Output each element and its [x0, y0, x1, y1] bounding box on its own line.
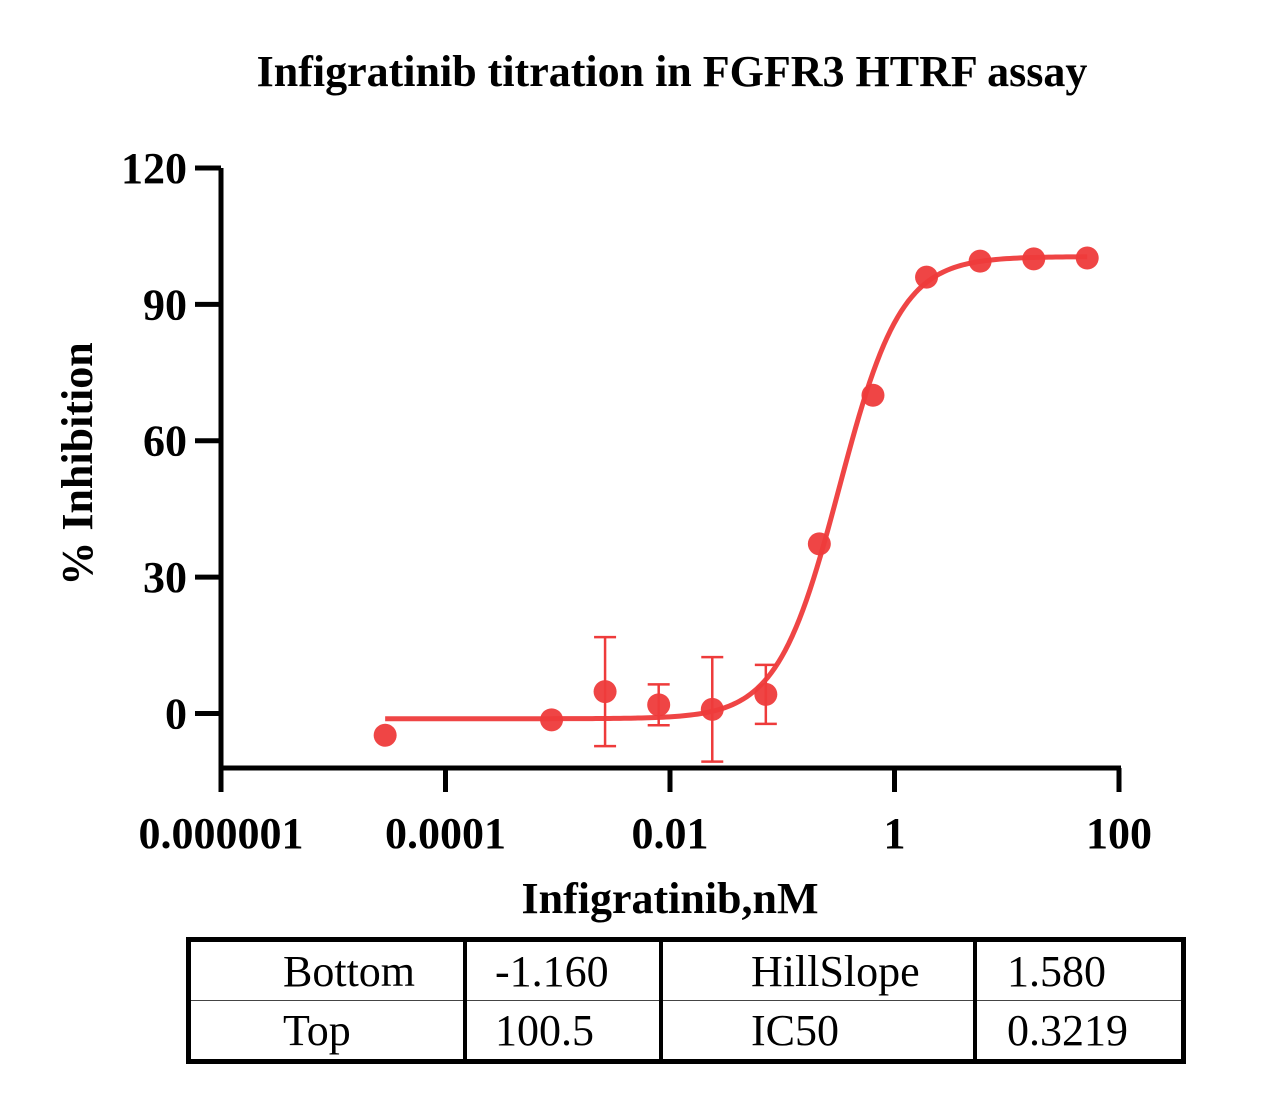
- data-point: [1075, 246, 1099, 270]
- param-label-hillslope: HillSlope: [751, 946, 920, 996]
- data-point: [593, 680, 617, 704]
- fit-curve: [385, 254, 1088, 722]
- param-value-hillslope: 1.580: [1007, 946, 1106, 996]
- x-tick-label: 0.000001: [139, 809, 304, 858]
- data-point: [915, 265, 939, 289]
- fit-parameters-table: Bottom -1.160 HillSlope 1.580 Top 100.5 …: [186, 937, 1186, 1064]
- y-tick-label: 60: [143, 417, 187, 466]
- y-tick-label: 30: [143, 553, 187, 602]
- y-tick-label: 120: [121, 144, 187, 193]
- y-tick-label: 90: [143, 280, 187, 329]
- data-point: [807, 532, 831, 556]
- chart-title: Infigratinib titration in FGFR3 HTRF ass…: [257, 47, 1088, 96]
- param-value-top: 100.5: [495, 1005, 594, 1055]
- x-tick-label: 0.01: [632, 809, 709, 858]
- y-axis-label: % Inhibition: [53, 342, 102, 585]
- param-value-ic50: 0.3219: [1007, 1005, 1128, 1055]
- data-point: [540, 708, 564, 732]
- y-tick-label: 0: [165, 689, 187, 738]
- table-row: Bottom -1.160 HillSlope 1.580: [186, 939, 1186, 1001]
- data-point: [373, 723, 397, 747]
- param-label-bottom: Bottom: [283, 946, 416, 996]
- data-point: [647, 693, 671, 717]
- param-label-ic50: IC50: [751, 1005, 839, 1055]
- x-tick-label: 1: [884, 809, 906, 858]
- table-row: Top 100.5 IC50 0.3219: [186, 1000, 1186, 1062]
- param-value-bottom: -1.160: [495, 946, 609, 996]
- param-label-top: Top: [283, 1005, 351, 1055]
- data-point: [754, 682, 778, 706]
- x-tick-label: 100: [1086, 809, 1152, 858]
- data-point: [968, 249, 992, 273]
- x-axis-label: Infigratinib,nM: [521, 874, 818, 923]
- data-point: [861, 383, 885, 407]
- x-tick-label: 0.0001: [385, 809, 506, 858]
- data-point: [1022, 247, 1046, 271]
- data-point: [700, 697, 724, 721]
